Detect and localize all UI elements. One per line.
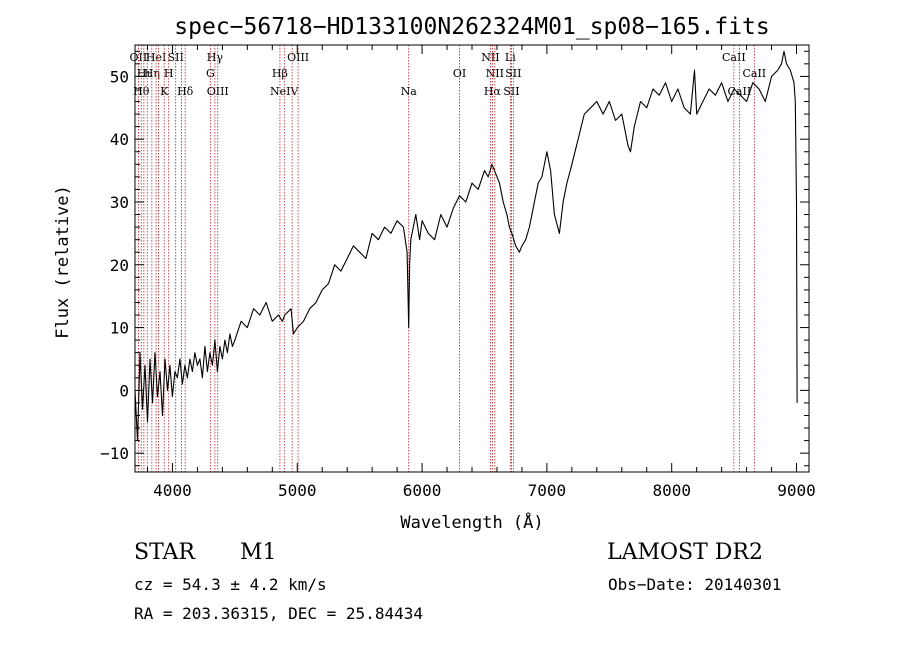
y-tick-label: 30: [110, 193, 129, 212]
x-tick-label: 9000: [777, 481, 816, 500]
x-tick-label: 4000: [153, 481, 192, 500]
line-marker-label: CaII: [728, 85, 752, 98]
y-tick-label: −10: [100, 444, 129, 463]
line-marker-label: Hθ: [133, 85, 150, 98]
line-marker-label: K: [160, 85, 169, 98]
line-marker-label: Li: [505, 51, 516, 64]
survey-name: LAMOST DR2: [607, 540, 763, 565]
line-marker-label: SII: [168, 51, 184, 64]
line-marker-label: OII: [130, 51, 148, 64]
line-marker-label: SII: [505, 67, 521, 80]
line-marker-label: SII: [503, 85, 519, 98]
line-marker-label: OIII: [207, 85, 229, 98]
line-marker-label: Hδ: [177, 85, 194, 98]
coordinates: RA = 203.36315, DEC = 25.84434: [134, 604, 423, 623]
y-tick-label: 40: [110, 130, 129, 149]
line-marker-label: Hγ: [207, 51, 224, 64]
object-class: STAR: [134, 540, 195, 565]
line-marker-label: NII: [481, 51, 499, 64]
line-marker-label: CaII: [722, 51, 746, 64]
x-tick-label: 6000: [403, 481, 442, 500]
line-marker-label: Hα: [484, 85, 502, 98]
emission-line-markers: OIIHθHιHηHeIKHSIIHδGHγOIIIHβNeIVOIIINaOI…: [130, 45, 766, 472]
x-tick-label: 5000: [278, 481, 317, 500]
observation-date: Obs−Date: 20140301: [608, 575, 782, 594]
y-tick-label: 0: [119, 381, 129, 400]
line-marker-label: OI: [453, 67, 466, 80]
plot-frame: [134, 44, 810, 473]
object-subclass: M1: [240, 540, 277, 565]
line-marker-label: OIII: [287, 51, 309, 64]
x-tick-label: 7000: [528, 481, 567, 500]
line-marker-label: Hη: [144, 67, 160, 80]
y-tick-label: 20: [110, 256, 129, 275]
axis-ticks: 4000 5000 6000 7000 8000 9000 −10 0 10 20 30 40 50: [100, 45, 816, 500]
line-marker-label: Hβ: [272, 67, 288, 80]
chart-title: spec−56718−HD133100N262324M01_sp08−165.f…: [174, 14, 769, 40]
line-marker-label: H: [164, 67, 174, 80]
spectrum-chart: spec−56718−HD133100N262324M01_sp08−165.f…: [53, 14, 816, 533]
spectrum-series-line: [134, 50, 798, 442]
line-marker-label: NII: [486, 67, 504, 80]
line-marker-label: NeIV: [270, 85, 299, 98]
y-tick-label: 50: [110, 67, 129, 86]
redshift-velocity: cz = 54.3 ± 4.2 km/s: [134, 575, 327, 594]
line-marker-label: CaII: [742, 67, 766, 80]
y-tick-label: 10: [110, 319, 129, 338]
y-axis-label: Flux (relative): [53, 185, 73, 339]
line-marker-label: Na: [401, 85, 418, 98]
line-marker-label: HeI: [146, 51, 166, 64]
x-axis-label: Wavelength (Å): [400, 511, 543, 533]
line-marker-label: G: [206, 67, 215, 80]
x-tick-label: 8000: [652, 481, 691, 500]
